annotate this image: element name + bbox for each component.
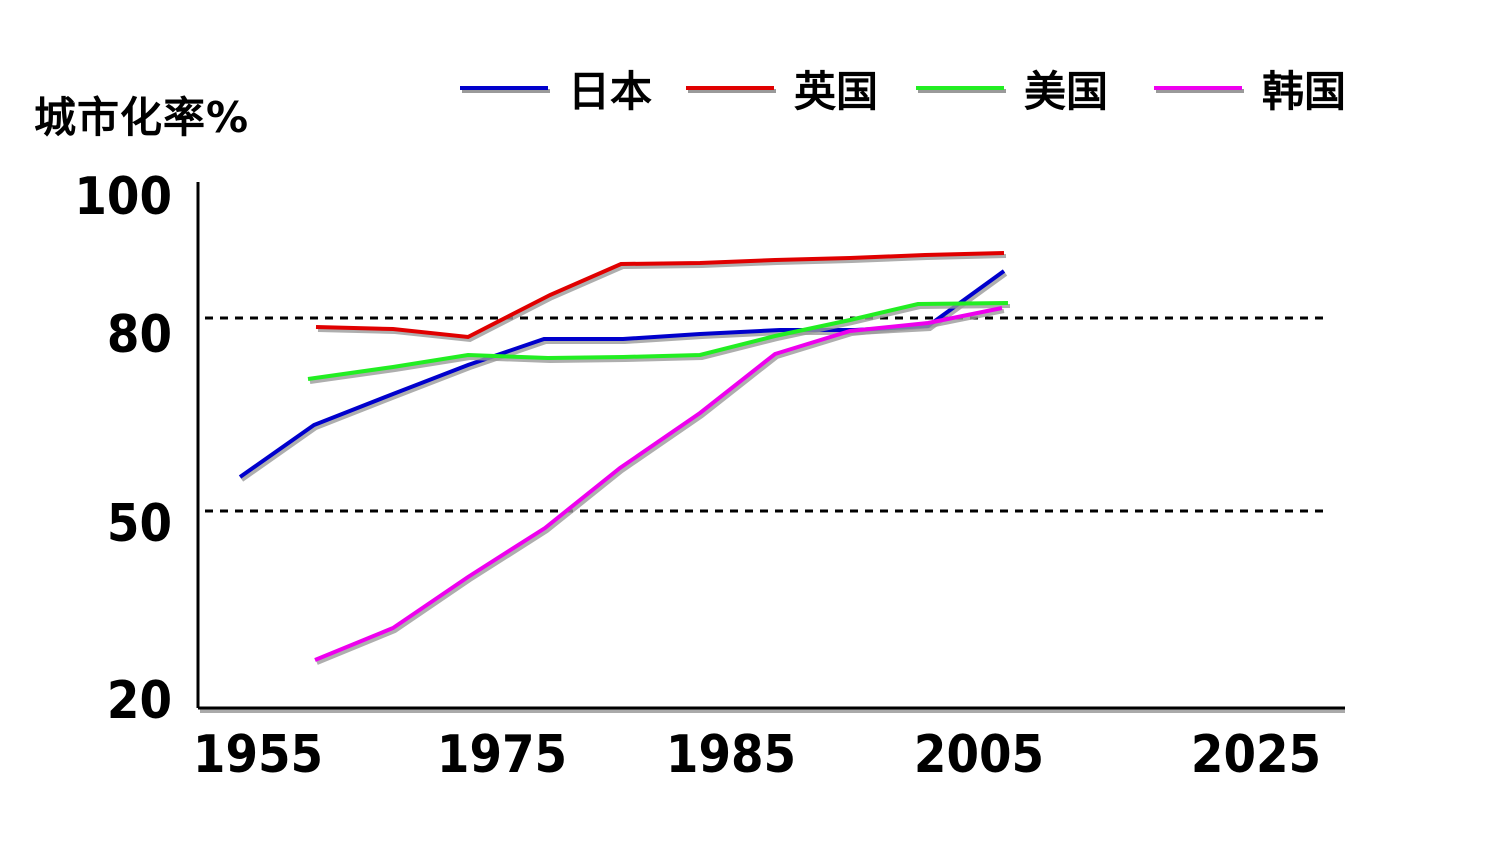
legend-item[interactable]: 英国: [686, 67, 878, 116]
series-group: [238, 251, 1011, 665]
x-tick-label: 1985: [666, 725, 796, 785]
series-line-1[interactable]: [315, 251, 1005, 340]
y-tick-label: 100: [74, 167, 172, 227]
x-tick-label: 2025: [1191, 725, 1321, 785]
series-shadow: [309, 304, 1011, 384]
legend-label: 美国: [1024, 67, 1108, 116]
legend-label: 韩国: [1262, 67, 1346, 116]
y-axis-title: 城市化率%: [34, 93, 249, 142]
y-tick-label: 80: [107, 305, 172, 365]
series-line-2[interactable]: [307, 301, 1009, 381]
x-axis-ticks: 1955 1975 1985 2005 2025: [193, 725, 1321, 785]
y-axis-ticks: 100 80 50 20: [74, 167, 172, 731]
series-shadow: [317, 254, 1007, 343]
x-tick-label: 2005: [914, 725, 1044, 785]
legend-item[interactable]: 美国: [916, 67, 1108, 116]
legend: 日本 英国 美国 韩国: [460, 67, 1346, 116]
x-tick-label: 1975: [437, 725, 567, 785]
y-tick-label: 20: [107, 671, 172, 731]
series-shadow: [316, 309, 1005, 665]
series-line-3[interactable]: [314, 306, 1003, 662]
legend-label: 英国: [794, 67, 878, 116]
legend-item[interactable]: 韩国: [1154, 67, 1346, 116]
x-tick-label: 1955: [193, 725, 323, 785]
legend-item[interactable]: 日本: [460, 67, 652, 116]
legend-label: 日本: [568, 67, 652, 116]
y-tick-label: 50: [107, 494, 172, 554]
